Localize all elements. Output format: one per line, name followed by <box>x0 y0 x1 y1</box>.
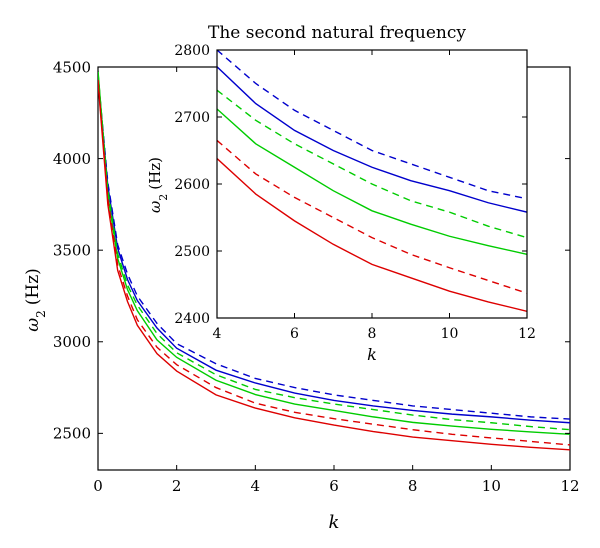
inset-series-line-3 <box>217 89 527 239</box>
inset-x-tick-label: 6 <box>290 326 299 342</box>
inset-series-group <box>217 50 527 312</box>
main-x-axis-label: k <box>329 512 340 533</box>
main-x-tick-label: 10 <box>482 477 501 495</box>
main-y-tick-label: 3000 <box>53 333 91 351</box>
inset-series-line-4 <box>217 108 527 256</box>
inset-x-tick-label: 4 <box>213 326 222 342</box>
inset-series-line-5 <box>217 139 527 294</box>
main-x-tick-label: 0 <box>93 477 103 495</box>
inset-x-axis-label: k <box>367 345 377 364</box>
main-series-line-4 <box>98 70 570 435</box>
main-y-axis-label: ω2 (Hz) <box>23 268 48 332</box>
main-x-tick-label: 8 <box>408 477 418 495</box>
inset-x-tick-label: 8 <box>368 326 377 342</box>
main-series-line-6 <box>98 81 570 451</box>
inset-y-tick-label: 2700 <box>174 110 210 126</box>
main-y-axis-label-symbol: ω <box>23 318 43 332</box>
inset-x-tick-label: 12 <box>518 326 536 342</box>
main-x-tick-label: 6 <box>329 477 339 495</box>
inset-series-line-6 <box>217 158 527 312</box>
inset-ticks-group: 4 6 8 10 12 2400 2500 2600 2700 2800 <box>174 43 536 342</box>
main-y-tick-label: 4500 <box>53 58 91 76</box>
main-series-line-2 <box>98 77 570 424</box>
inset-y-tick-label: 2800 <box>174 43 210 59</box>
inset-y-axis-label-subscript: 2 <box>157 194 170 201</box>
main-x-tick-label: 12 <box>560 477 579 495</box>
inset-y-tick-label: 2500 <box>174 244 210 260</box>
inset-y-axis-label-symbol: ω <box>146 201 164 213</box>
inset-series-line-1 <box>217 50 527 200</box>
main-y-tick-label: 4000 <box>53 150 91 168</box>
inset-y-axis-label: ω2 (Hz) <box>146 157 170 213</box>
inset-x-tick-label: 10 <box>441 326 459 342</box>
main-x-tick-label: 2 <box>172 477 182 495</box>
main-series-line-3 <box>98 72 570 431</box>
main-y-axis-label-subscript: 2 <box>34 310 48 318</box>
inset-title: The second natural frequency <box>208 23 466 43</box>
main-x-tick-label: 4 <box>251 477 261 495</box>
main-series-line-5 <box>98 79 570 446</box>
main-series-line-1 <box>98 76 570 420</box>
main-y-tick-label: 2500 <box>53 425 91 443</box>
inset-series-line-2 <box>217 66 527 213</box>
main-y-axis-label-unit: (Hz) <box>23 268 43 305</box>
inset-y-tick-label: 2400 <box>174 311 210 327</box>
main-series-group <box>98 70 570 451</box>
main-y-tick-label: 3500 <box>53 241 91 259</box>
inset-y-axis-label-unit: (Hz) <box>146 157 164 190</box>
inset-y-tick-label: 2600 <box>174 177 210 193</box>
